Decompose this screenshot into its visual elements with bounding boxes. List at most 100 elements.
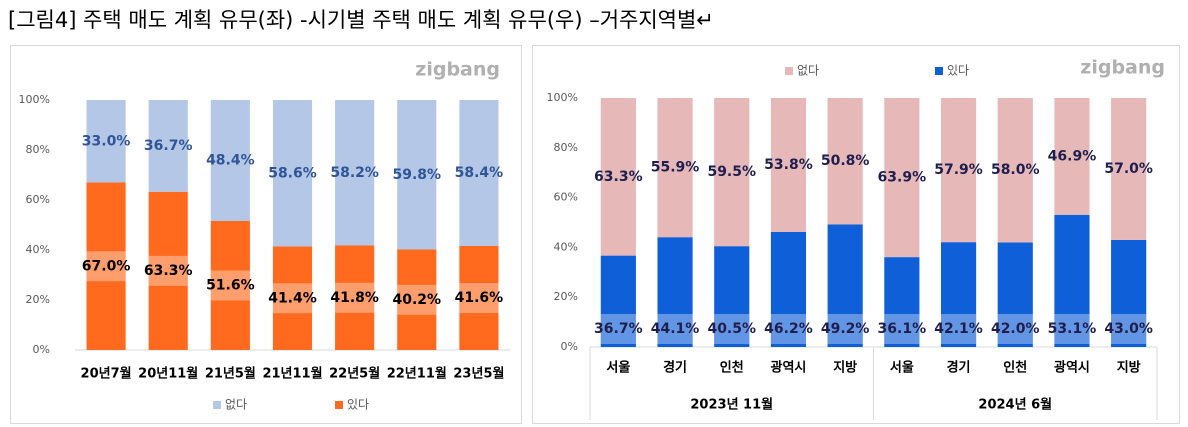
label-highlight: [997, 314, 1033, 344]
label-highlight: [272, 283, 313, 314]
label-highlight: [1054, 314, 1090, 344]
group-label: 2024년 6월: [978, 397, 1052, 413]
data-label: 58.0%: [991, 162, 1040, 178]
y-tick-label: 40%: [26, 243, 50, 256]
x-tick-label: 인천: [720, 360, 744, 376]
bar-segment: [770, 231, 807, 347]
legend-label: 없다: [797, 64, 819, 78]
bar-segment: [272, 246, 313, 350]
x-tick-label: 지방: [1117, 360, 1141, 376]
bar-segment: [397, 249, 437, 350]
bar-segment: [714, 246, 750, 347]
data-label: 58.6%: [268, 165, 317, 181]
x-tick-label: 22년11월: [387, 366, 447, 382]
y-tick-label: 20%: [554, 290, 578, 303]
data-label: 67.0%: [82, 258, 131, 274]
data-label: 41.4%: [268, 290, 317, 306]
label-highlight: [397, 284, 437, 315]
x-tick-label: 20년11월: [138, 366, 198, 382]
label-highlight: [600, 314, 636, 344]
group-label: 2023년 11월: [690, 397, 773, 413]
bar-segment: [770, 98, 807, 232]
label-highlight: [148, 255, 188, 286]
data-label: 49.2%: [821, 321, 870, 337]
y-tick-label: 80%: [26, 143, 50, 156]
data-label: 48.4%: [206, 153, 255, 169]
data-label: 44.1%: [651, 321, 700, 337]
watermark: zigbang: [415, 59, 500, 81]
data-label: 59.8%: [392, 167, 441, 183]
x-tick-label: 지방: [833, 360, 857, 376]
data-label: 43.0%: [1104, 321, 1153, 337]
bar-segment: [1054, 98, 1090, 215]
data-label: 63.3%: [594, 169, 643, 185]
data-label: 63.9%: [878, 170, 927, 186]
data-label: 40.5%: [707, 321, 756, 337]
label-highlight: [827, 314, 863, 344]
legend-swatch: [785, 67, 793, 75]
data-label: 41.6%: [455, 290, 504, 306]
data-label: 46.9%: [1048, 148, 1097, 164]
y-tick-label: 0%: [561, 340, 578, 353]
label-highlight: [1111, 314, 1147, 344]
y-tick-label: 0%: [33, 343, 50, 356]
data-label: 57.9%: [934, 162, 983, 178]
y-tick-label: 80%: [554, 141, 578, 154]
bar-segment: [940, 242, 977, 347]
data-label: 53.1%: [1048, 321, 1097, 337]
bar-segment: [210, 221, 250, 350]
data-label: 36.7%: [594, 321, 643, 337]
legend-label: 있다: [347, 398, 369, 412]
data-label: 58.4%: [455, 165, 504, 181]
legend-label: 있다: [947, 64, 969, 78]
data-label: 40.2%: [392, 292, 441, 308]
data-label: 51.6%: [206, 278, 255, 294]
y-tick-label: 60%: [26, 193, 50, 206]
bar-segment: [335, 100, 375, 246]
x-tick-label: 광역시: [771, 360, 807, 376]
x-tick-label: 20년7월: [81, 366, 132, 382]
bar-segment: [210, 100, 250, 221]
x-tick-label: 서울: [606, 360, 630, 376]
watermark: zigbang: [1080, 57, 1165, 79]
label-highlight: [657, 314, 693, 344]
y-tick-label: 60%: [554, 191, 578, 204]
bar-segment: [148, 191, 188, 350]
x-tick-label: 경기: [663, 360, 687, 376]
y-tick-label: 100%: [19, 93, 50, 106]
bar-segment: [714, 98, 750, 247]
x-tick-label: 서울: [890, 360, 914, 376]
data-label: 36.7%: [144, 138, 193, 154]
bar-segment: [827, 98, 863, 225]
data-label: 50.8%: [821, 153, 870, 169]
legend-swatch: [935, 67, 943, 75]
bar-segment: [657, 98, 693, 238]
bar-segment: [148, 100, 188, 192]
bar-segment: [86, 182, 126, 350]
bar-segment: [459, 246, 499, 350]
bar-segment: [884, 98, 920, 258]
y-tick-label: 20%: [26, 293, 50, 306]
bar-segment: [997, 98, 1033, 243]
data-label: 42.0%: [991, 321, 1040, 337]
legend-swatch: [213, 401, 221, 409]
label-highlight: [459, 283, 499, 313]
bar-segment: [459, 100, 499, 246]
data-label: 36.1%: [878, 321, 927, 337]
bar-segment: [1111, 98, 1147, 240]
data-label: 58.2%: [330, 165, 379, 181]
bar-segment: [997, 242, 1033, 347]
bar-segment: [1054, 214, 1090, 347]
data-label: 55.9%: [651, 160, 700, 176]
bar-segment: [884, 257, 920, 347]
label-highlight: [714, 314, 750, 344]
label-highlight: [884, 314, 920, 344]
bar-segment: [600, 98, 636, 256]
bar-segment: [657, 237, 693, 347]
label-highlight: [770, 314, 807, 344]
figure-title: [그림4] 주택 매도 계획 유무(좌) -시기별 주택 매도 계획 유무(우)…: [8, 8, 714, 32]
x-tick-label: 인천: [1003, 360, 1027, 376]
x-tick-label: 21년11월: [262, 366, 322, 382]
x-tick-label: 경기: [947, 360, 971, 376]
